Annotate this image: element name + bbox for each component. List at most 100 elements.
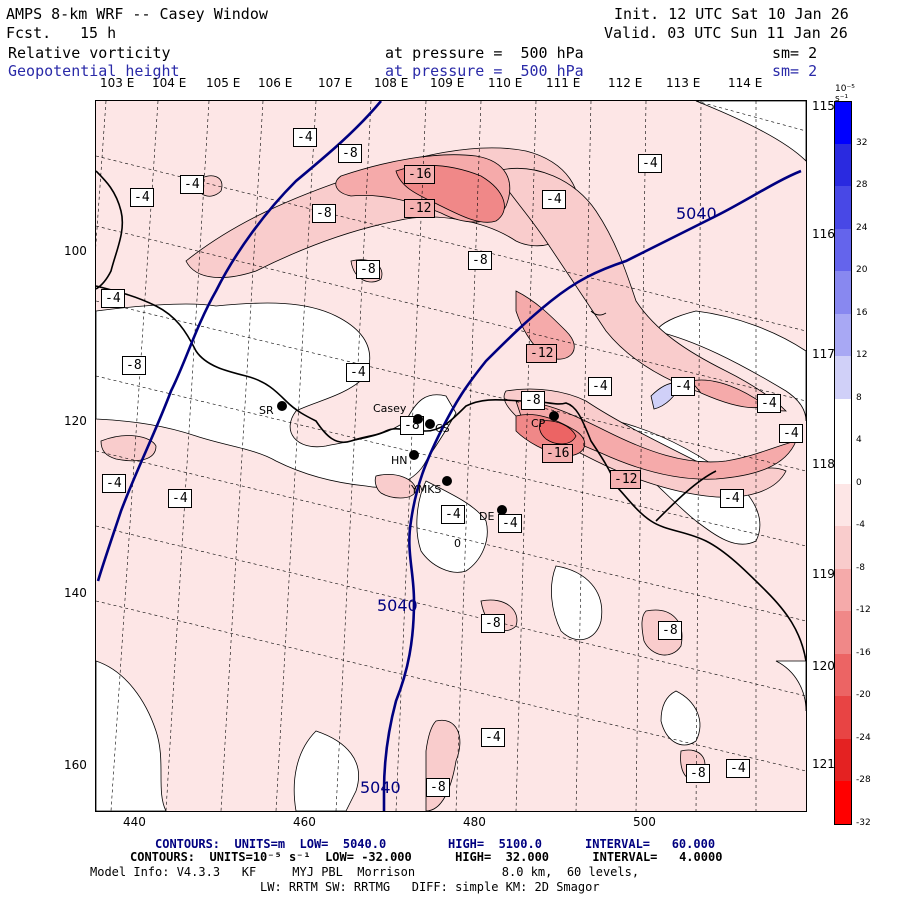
colorbar-tick: 32: [856, 137, 868, 148]
colorbar-tick: 16: [856, 307, 868, 318]
field2-name: Geopotential height: [8, 62, 180, 80]
contour-value-label: -12: [526, 344, 558, 363]
contour-value-label: -4: [638, 154, 662, 173]
contour-value-label: -4: [779, 424, 803, 443]
contour-value-label: -4: [757, 394, 781, 413]
top-longitude-label: 113 E: [666, 76, 701, 90]
colorbar-tick: 20: [856, 265, 868, 275]
coastline: [96, 170, 806, 662]
colorbar-tick: -20: [856, 690, 871, 700]
station-label: YMKS: [411, 483, 442, 496]
vorticity-shading-20: [539, 420, 577, 445]
contour-value-label: -8: [658, 621, 682, 640]
colorbar-tick: 8: [856, 392, 862, 403]
height-label: 5040: [676, 204, 717, 223]
contour-value-label: -16: [404, 165, 436, 184]
station-dot: [277, 401, 287, 411]
contour-value-label: -8: [356, 260, 380, 279]
colorbar-tick: -16: [856, 647, 871, 658]
colorbar-swatch: [834, 228, 852, 271]
plot-title: AMPS 8-km WRF -- Casey Window: [6, 5, 268, 23]
contour-value-label: -8: [521, 391, 545, 410]
contour-value-label: -4: [180, 175, 204, 194]
contour-value-label: -4: [498, 514, 522, 533]
contour-value-label: -4: [720, 489, 744, 508]
y-tick-label: 100: [64, 244, 87, 258]
footer-height-high: HIGH= 5100.0: [448, 837, 542, 851]
colorbar-swatch: [834, 313, 852, 356]
colorbar-swatch: [834, 356, 852, 399]
contour-value-label: -4: [441, 505, 465, 524]
colorbar-tick: 4: [856, 435, 862, 445]
field2-smoothing: sm= 2: [772, 62, 818, 80]
contour-value-label: -4: [168, 489, 192, 508]
contour-value-label: -4: [293, 128, 317, 147]
station-label: 0: [454, 537, 461, 550]
station-dot: [497, 505, 507, 515]
contour-value-label: -8: [122, 356, 146, 375]
top-longitude-label: 112 E: [608, 76, 643, 90]
colorbar-tick: 24: [856, 222, 868, 233]
field2-level: at pressure = 500 hPa: [385, 62, 584, 80]
colorbar-swatch: [834, 738, 852, 781]
contour-value-label: -4: [130, 188, 154, 207]
colorbar-swatch: [834, 441, 852, 484]
contour-value-label: -4: [102, 474, 126, 493]
x-tick-label: 440: [123, 815, 146, 829]
footer-vorticity-contours: CONTOURS: UNITS=10⁻⁵ s⁻¹ LOW= -32.000 HI…: [130, 850, 723, 864]
top-longitude-label: 105 E: [206, 76, 241, 90]
top-longitude-label: 108 E: [374, 76, 409, 90]
coast-fragment: [590, 310, 607, 316]
init-time: Init. 12 UTC Sat 10 Jan 26: [614, 5, 849, 23]
top-longitude-label: 107 E: [318, 76, 353, 90]
colorbar-swatch: [834, 781, 852, 825]
station-label: SR: [259, 404, 274, 417]
contour-value-label: -8: [468, 251, 492, 270]
colorbar-swatch: [834, 271, 852, 314]
field1-smoothing: sm= 2: [772, 44, 818, 62]
footer-height-interval: INTERVAL= 60.000: [585, 837, 716, 851]
contour-value-label: -4: [346, 363, 370, 382]
colorbar-tick: -12: [856, 605, 871, 615]
valid-time: Valid. 03 UTC Sun 11 Jan 26: [604, 24, 848, 42]
colorbar-swatch: [834, 696, 852, 739]
contour-value-label: -8: [426, 778, 450, 797]
map-panel: -4 -4 -8 -8 -16 -12 -8 -8 -4 -4 -4 -4 -8 -4 -12 -8 -4 -4 -…: [95, 100, 807, 812]
colorbar-swatch: [834, 483, 852, 526]
forecast-hour: 15 h: [80, 24, 117, 42]
colorbar-swatch: [834, 186, 852, 229]
station-label: CP: [531, 417, 546, 430]
station-label: DE: [479, 510, 495, 523]
station-label: HN: [391, 454, 408, 467]
colorbar-unit: 10⁻⁵ s⁻¹: [835, 84, 855, 104]
height-label: 5040: [360, 778, 401, 797]
colorbar-swatch: [834, 101, 852, 145]
colorbar-swatch: [834, 653, 852, 696]
top-longitude-label: 104 E: [152, 76, 187, 90]
station-label: CS: [435, 422, 450, 435]
contour-value-label: -8: [338, 144, 362, 163]
x-tick-label: 460: [293, 815, 316, 829]
colorbar-swatch: [834, 526, 852, 569]
contour-value-label: -16: [542, 444, 574, 463]
y-tick-label: 140: [64, 586, 87, 600]
station-dot: [413, 414, 423, 424]
contour-value-label: -8: [312, 204, 336, 223]
top-longitude-label: 109 E: [430, 76, 465, 90]
x-tick-label: 480: [463, 815, 486, 829]
forecast-label: Fcst.: [6, 24, 52, 42]
contour-value-label: -4: [542, 190, 566, 209]
map-svg: [96, 101, 806, 811]
colorbar-tick: -32: [856, 817, 871, 828]
station-dot: [425, 419, 435, 429]
y-tick-label: 120: [64, 414, 87, 428]
top-longitude-label: 111 E: [546, 76, 581, 90]
geopotential-5040-contour: [96, 101, 802, 811]
station-label: Casey: [373, 402, 407, 415]
top-longitude-label: 114 E: [728, 76, 763, 90]
station-dot: [409, 450, 419, 460]
height-label: 5040: [377, 596, 418, 615]
colorbar-tick: 0: [856, 477, 862, 488]
contour-value-label: -12: [404, 199, 436, 218]
colorbar-swatch: [834, 143, 852, 186]
